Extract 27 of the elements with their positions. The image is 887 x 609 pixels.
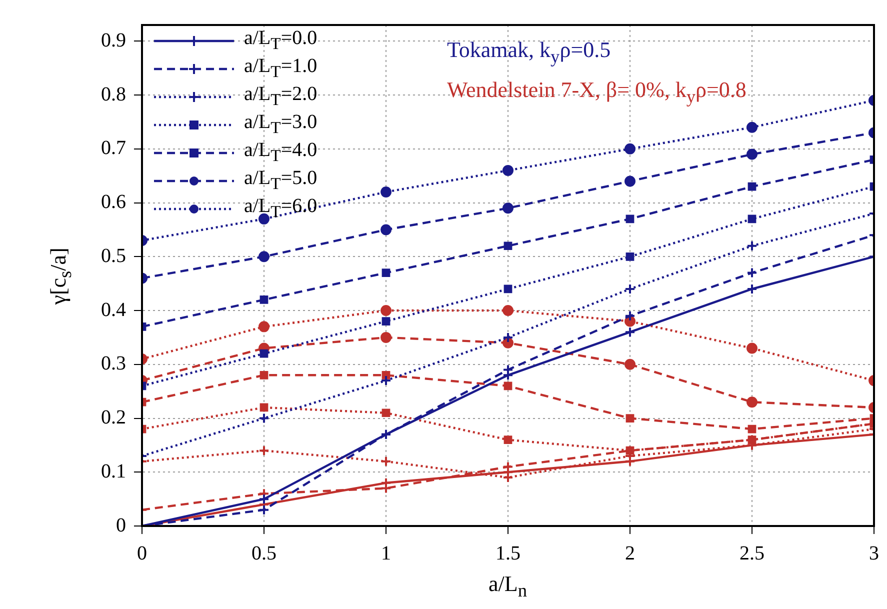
y-tick-label: 0.7	[101, 137, 126, 160]
x-tick-label: 0	[137, 542, 147, 564]
y-tick-label: 0.3	[101, 352, 126, 375]
legend-label: a/L$_{T}$=0.0	[244, 27, 318, 55]
legend-label: a/L$_{T}$=1.0	[244, 55, 318, 83]
y-tick-label: 0.1	[101, 460, 126, 482]
y-tick-label: 0.8	[101, 83, 126, 106]
y-tick-label: 0.9	[101, 29, 126, 52]
y-tick-label: 0.4	[101, 298, 126, 321]
y-tick-label: 0.6	[101, 191, 126, 214]
legend-label: a/L$_{T}$=3.0	[244, 111, 318, 139]
annotation: Wendelstein 7-X, β= 0%, k$_{y}$ρ=0.8	[447, 77, 746, 108]
x-tick-label: 2	[625, 542, 635, 564]
x-tick-label: 3	[869, 542, 879, 564]
x-tick-label: 2.5	[740, 542, 764, 564]
legend-label: a/L$_{T}$=6.0	[244, 195, 318, 223]
y-tick-label: 0	[116, 514, 126, 536]
x-tick-label: 1.5	[496, 542, 520, 564]
x-tick-label: 0.5	[252, 542, 276, 564]
annotation: Tokamak, k$_{y}$ρ=0.5	[447, 37, 611, 68]
x-axis-title: a/L$_{n}$	[488, 571, 527, 602]
y-tick-label: 0.2	[101, 406, 126, 429]
x-tick-label: 1	[381, 542, 391, 564]
legend-label: a/L$_{T}$=2.0	[244, 83, 318, 111]
legend-label: a/L$_{T}$=4.0	[244, 139, 318, 167]
y-tick-label: 0.5	[101, 244, 126, 267]
legend-label: a/L$_{T}$=5.0	[244, 167, 318, 195]
